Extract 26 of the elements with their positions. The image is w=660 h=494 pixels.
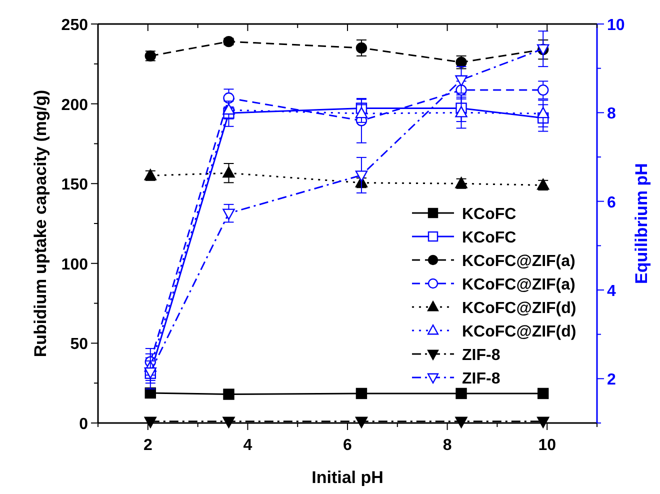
x-tick-label: 2: [143, 437, 152, 454]
legend-label: KCoFC: [462, 206, 517, 223]
y2-tick-label: 8: [607, 106, 616, 123]
legend-label: KCoFC@ZIF(d): [462, 324, 576, 340]
x-tick-label: 4: [243, 437, 252, 454]
legend-label: KCoFC@ZIF(a): [462, 276, 576, 294]
y2-tick-label: 4: [607, 283, 616, 300]
y-tick-label: 200: [61, 96, 88, 114]
y2-tick-label: 6: [607, 194, 616, 212]
legend-label: KCoFC@ZIF(d): [462, 300, 576, 317]
y2-axis-title: Equilibrium pH: [632, 163, 651, 284]
y-axis-title: Rubidium uptake capacity (mg/g): [31, 90, 50, 358]
y-tick-label: 150: [61, 176, 88, 194]
y-tick-label: 50: [70, 336, 88, 354]
x-tick-label: 8: [442, 437, 452, 454]
y2-tick-label: 2: [607, 372, 616, 389]
x-tick-label: 6: [343, 437, 352, 454]
legend-label: KCoFC: [462, 230, 517, 246]
x-tick-label: 10: [538, 437, 556, 454]
y-tick-label: 100: [61, 256, 88, 274]
legend-label: ZIF-8: [462, 347, 500, 364]
legend-label: KCoFC@ZIF(a): [462, 253, 576, 270]
y-tick-label: 0: [79, 416, 88, 433]
y2-tick-label: 10: [607, 17, 625, 34]
y-tick-label: 250: [61, 17, 88, 34]
legend-label: ZIF-8: [462, 370, 500, 388]
